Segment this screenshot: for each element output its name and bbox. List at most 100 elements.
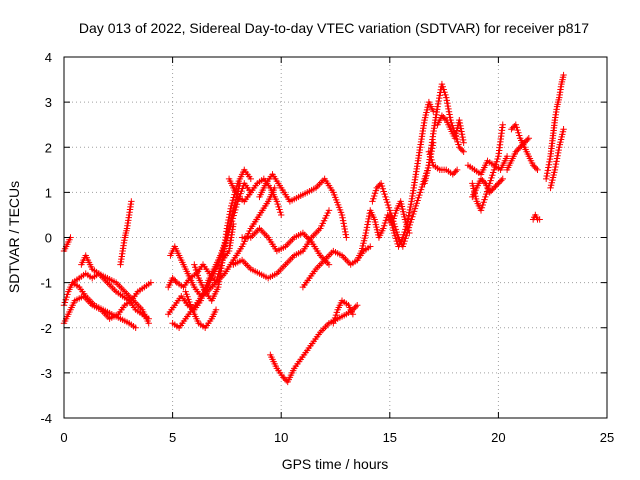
data-point-marker — [227, 223, 234, 230]
data-point-marker — [341, 225, 348, 233]
data-point-marker — [442, 91, 449, 99]
data-point-marker — [546, 158, 553, 166]
data-point-marker — [225, 213, 233, 221]
data-point-marker — [536, 216, 543, 223]
data-point-marker — [352, 303, 359, 310]
data-point-marker — [228, 217, 236, 225]
data-point-marker — [325, 207, 333, 214]
data-point-marker — [553, 155, 561, 162]
data-point-marker — [405, 212, 413, 219]
x-tick-label: 15 — [383, 430, 397, 445]
data-point-marker — [280, 374, 287, 381]
data-point-marker — [440, 86, 447, 93]
data-point-marker — [418, 183, 426, 191]
y-tick-label: 4 — [45, 50, 52, 65]
data-point-marker — [456, 119, 464, 127]
data-point-marker — [544, 167, 552, 174]
data-point-marker — [490, 184, 498, 192]
data-point-marker — [365, 215, 372, 223]
data-point-marker — [342, 231, 350, 238]
data-point-marker — [406, 206, 414, 214]
data-point-marker — [403, 223, 410, 230]
x-tick-label: 0 — [60, 430, 67, 445]
data-point-marker — [545, 161, 553, 168]
data-point-marker — [434, 103, 441, 110]
data-point-marker — [427, 153, 434, 161]
data-point-marker — [363, 226, 370, 234]
data-point-marker — [403, 220, 411, 228]
data-point-marker — [343, 234, 350, 241]
data-point-marker — [552, 163, 559, 171]
data-point-marker — [373, 184, 380, 192]
data-point-marker — [364, 221, 371, 228]
data-point-marker — [228, 202, 235, 210]
data-point-marker — [362, 229, 370, 237]
y-tick-label: -3 — [40, 366, 52, 381]
x-axis-label: GPS time / hours — [282, 456, 389, 472]
data-point-marker — [477, 207, 485, 214]
data-point-marker — [438, 80, 446, 88]
data-point-marker — [369, 198, 376, 205]
data-point-marker — [512, 148, 519, 155]
data-point-marker — [64, 291, 71, 298]
data-point-marker — [363, 224, 371, 231]
data-point-marker — [339, 217, 347, 224]
data-point-marker — [546, 155, 554, 163]
data-point-marker — [481, 196, 488, 203]
data-point-marker — [480, 178, 488, 186]
data-point-marker — [228, 199, 236, 207]
data-point-marker — [543, 172, 550, 180]
data-point-marker — [551, 166, 559, 174]
x-tick-label: 10 — [274, 430, 288, 445]
data-point-marker — [223, 225, 231, 232]
data-point-marker — [554, 152, 561, 159]
data-point-marker — [340, 220, 347, 227]
data-point-marker — [456, 116, 463, 124]
data-point-marker — [273, 198, 281, 205]
data-point-marker — [194, 272, 201, 279]
data-point-marker — [145, 315, 152, 322]
data-point-marker — [401, 237, 408, 245]
data-point-marker — [560, 126, 567, 133]
data-point-marker — [457, 125, 465, 132]
data-point-marker — [452, 168, 459, 175]
data-point-marker — [370, 192, 378, 200]
data-point-marker — [380, 225, 387, 232]
data-point-marker — [446, 114, 454, 121]
data-point-marker — [555, 146, 562, 154]
data-point-marker — [330, 320, 337, 327]
x-tick-label: 20 — [491, 430, 505, 445]
data-point-marker — [381, 190, 388, 198]
data-point-marker — [554, 149, 562, 157]
data-point-marker — [330, 317, 338, 324]
data-point-marker — [479, 201, 486, 209]
data-point-marker — [560, 71, 567, 79]
data-point-marker — [426, 151, 433, 158]
series-trace-arc-16 — [258, 173, 348, 238]
data-point-marker — [410, 208, 418, 215]
data-point-marker — [435, 97, 442, 105]
data-point-marker — [170, 276, 178, 283]
data-point-marker — [516, 144, 524, 151]
data-point-marker — [529, 162, 537, 169]
y-tick-label: -4 — [40, 411, 52, 426]
data-point-marker — [230, 194, 237, 201]
x-axis-tick-labels: 0 5 10 15 20 25 — [60, 430, 614, 445]
y-tick-label: -2 — [40, 321, 52, 336]
data-point-marker — [444, 102, 452, 110]
data-point-marker — [445, 105, 452, 113]
data-point-marker — [393, 237, 400, 245]
data-point-marker — [439, 83, 446, 90]
data-point-marker — [489, 186, 496, 193]
x-tick-label: 25 — [600, 430, 614, 445]
data-point-marker — [518, 142, 525, 149]
data-point-marker — [478, 204, 486, 211]
data-point-marker — [333, 309, 341, 316]
data-point-marker — [413, 200, 420, 207]
data-point-marker — [332, 311, 340, 319]
data-point-marker — [455, 141, 462, 148]
data-point-marker — [401, 228, 408, 236]
data-point-marker — [414, 197, 421, 204]
data-point-marker — [531, 163, 538, 171]
